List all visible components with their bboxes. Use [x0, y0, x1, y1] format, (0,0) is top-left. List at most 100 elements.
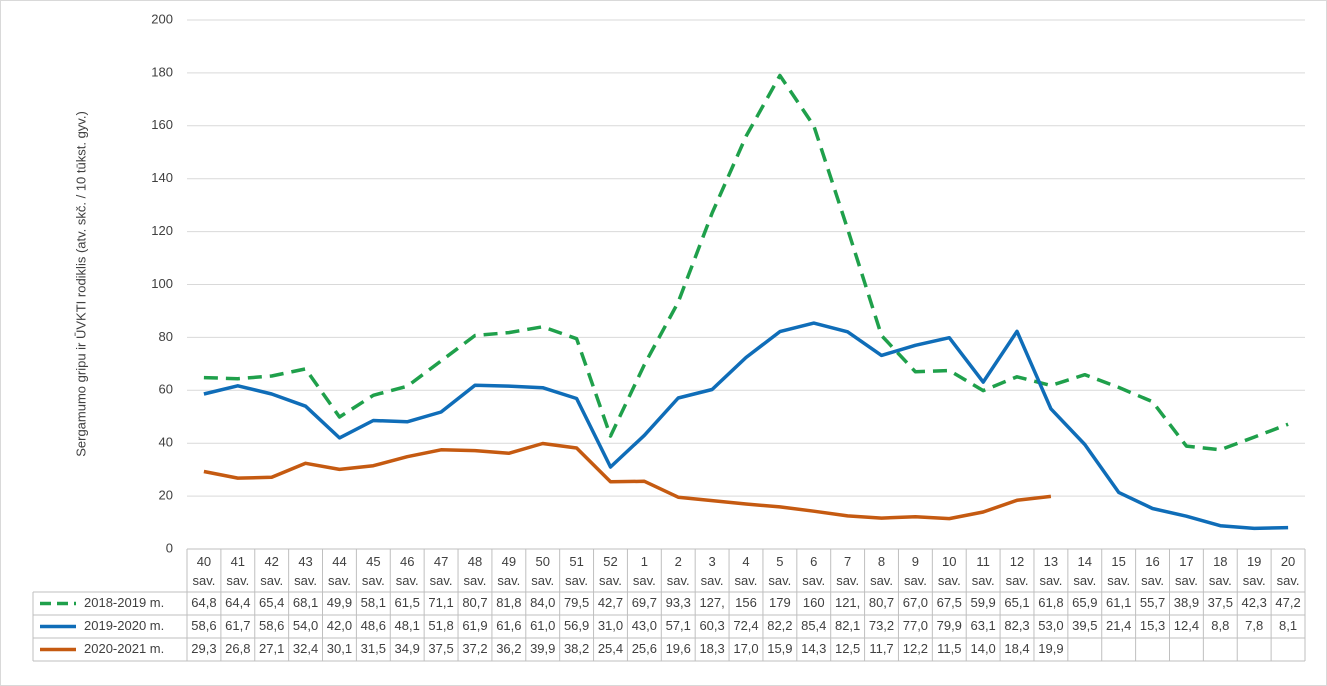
data-label: 42,7 [598, 595, 623, 610]
data-label: 67,5 [937, 595, 962, 610]
legend-label: 2019-2020 m. [84, 618, 164, 633]
y-tick-label: 20 [159, 488, 173, 503]
x-tick-label: 49 sav. [497, 554, 520, 588]
x-tick-label: 14 sav. [1073, 554, 1096, 588]
data-label: 12,4 [1174, 618, 1199, 633]
data-label: 15,3 [1140, 618, 1165, 633]
y-tick-label: 80 [159, 329, 173, 344]
x-tick-label: 41 sav. [226, 554, 249, 588]
data-label: 19,6 [666, 641, 691, 656]
data-label: 31,0 [598, 618, 623, 633]
data-label: 25,6 [632, 641, 657, 656]
data-label: 11,5 [937, 641, 961, 656]
x-tick-label: 45 sav. [362, 554, 385, 588]
data-label: 127, [699, 595, 724, 610]
x-tick-label: 20 sav. [1277, 554, 1300, 588]
data-label: 61,5 [395, 595, 420, 610]
data-label: 15,9 [767, 641, 792, 656]
x-tick-label: 19 sav. [1243, 554, 1266, 588]
data-label: 73,2 [869, 618, 894, 633]
series-line [203, 441, 1052, 521]
data-label: 12,2 [903, 641, 928, 656]
data-label: 68,1 [293, 595, 318, 610]
data-label: 34,9 [395, 641, 420, 656]
data-label: 19,9 [1038, 641, 1063, 656]
data-label: 59,9 [970, 595, 995, 610]
y-tick-label: 120 [151, 223, 173, 238]
data-label: 82,1 [835, 618, 860, 633]
data-label: 160 [803, 595, 825, 610]
data-label: 53,0 [1038, 618, 1063, 633]
y-axis-label: Sergamumo gripu ir ŪVKTI rodiklis (atv. … [73, 111, 88, 457]
x-tick-label: 40 sav. [192, 554, 215, 588]
data-label: 18,3 [699, 641, 724, 656]
data-label: 27,1 [259, 641, 284, 656]
data-label: 61,0 [530, 618, 555, 633]
y-tick-label: 140 [151, 170, 173, 185]
y-tick-label: 100 [151, 276, 173, 291]
data-label: 12,5 [835, 641, 860, 656]
data-label: 72,4 [733, 618, 758, 633]
data-label: 48,6 [361, 618, 386, 633]
y-tick-label: 200 [151, 11, 173, 26]
data-label: 65,4 [259, 595, 284, 610]
series-line [203, 321, 1289, 531]
data-label: 26,8 [225, 641, 250, 656]
data-label: 42,3 [1242, 595, 1267, 610]
data-label: 80,7 [462, 595, 487, 610]
data-label: 64,4 [225, 595, 250, 610]
data-label: 39,5 [1072, 618, 1097, 633]
data-label: 79,5 [564, 595, 589, 610]
data-label: 38,9 [1174, 595, 1199, 610]
data-label: 93,3 [666, 595, 691, 610]
data-label: 43,0 [632, 618, 657, 633]
data-label: 57,1 [666, 618, 691, 633]
y-tick-label: 160 [151, 117, 173, 132]
x-tick-label: 9 sav. [904, 554, 927, 588]
x-tick-label: 48 sav. [464, 554, 487, 588]
data-label: 36,2 [496, 641, 521, 656]
legend-label: 2020-2021 m. [84, 641, 164, 656]
data-label: 61,8 [1038, 595, 1063, 610]
data-label: 56,9 [564, 618, 589, 633]
y-tick-label: 180 [151, 64, 173, 79]
data-label: 55,7 [1140, 595, 1165, 610]
x-tick-label: 52 sav. [599, 554, 622, 588]
data-label: 18,4 [1004, 641, 1029, 656]
y-tick-label: 0 [166, 540, 173, 555]
x-tick-label: 8 sav. [870, 554, 893, 588]
data-label: 37,5 [1208, 595, 1233, 610]
data-label: 64,8 [191, 595, 216, 610]
x-tick-label: 2 sav. [667, 554, 690, 588]
x-tick-label: 43 sav. [294, 554, 317, 588]
data-label: 32,4 [293, 641, 318, 656]
x-tick-label: 51 sav. [565, 554, 588, 588]
x-tick-label: 5 sav. [768, 554, 791, 588]
x-tick-label: 44 sav. [328, 554, 351, 588]
x-tick-label: 18 sav. [1209, 554, 1232, 588]
data-label: 31,5 [361, 641, 386, 656]
data-label: 156 [735, 595, 757, 610]
data-label: 179 [769, 595, 791, 610]
data-label: 8,8 [1211, 618, 1229, 633]
data-label: 58,1 [361, 595, 386, 610]
x-tick-label: 17 sav. [1175, 554, 1198, 588]
x-tick-label: 1 sav. [633, 554, 656, 588]
x-tick-label: 16 sav. [1141, 554, 1164, 588]
data-label: 8,1 [1279, 618, 1297, 633]
data-label: 85,4 [801, 618, 826, 633]
data-label: 58,6 [191, 618, 216, 633]
data-label: 61,7 [225, 618, 250, 633]
data-label: 29,3 [191, 641, 216, 656]
data-label: 17,0 [733, 641, 758, 656]
data-label: 84,0 [530, 595, 555, 610]
x-tick-label: 6 sav. [802, 554, 825, 588]
data-label: 14,0 [970, 641, 995, 656]
series-line [203, 73, 1289, 452]
data-label: 30,1 [327, 641, 352, 656]
y-tick-label: 40 [159, 435, 173, 450]
data-label: 54,0 [293, 618, 318, 633]
data-label: 47,2 [1275, 595, 1300, 610]
